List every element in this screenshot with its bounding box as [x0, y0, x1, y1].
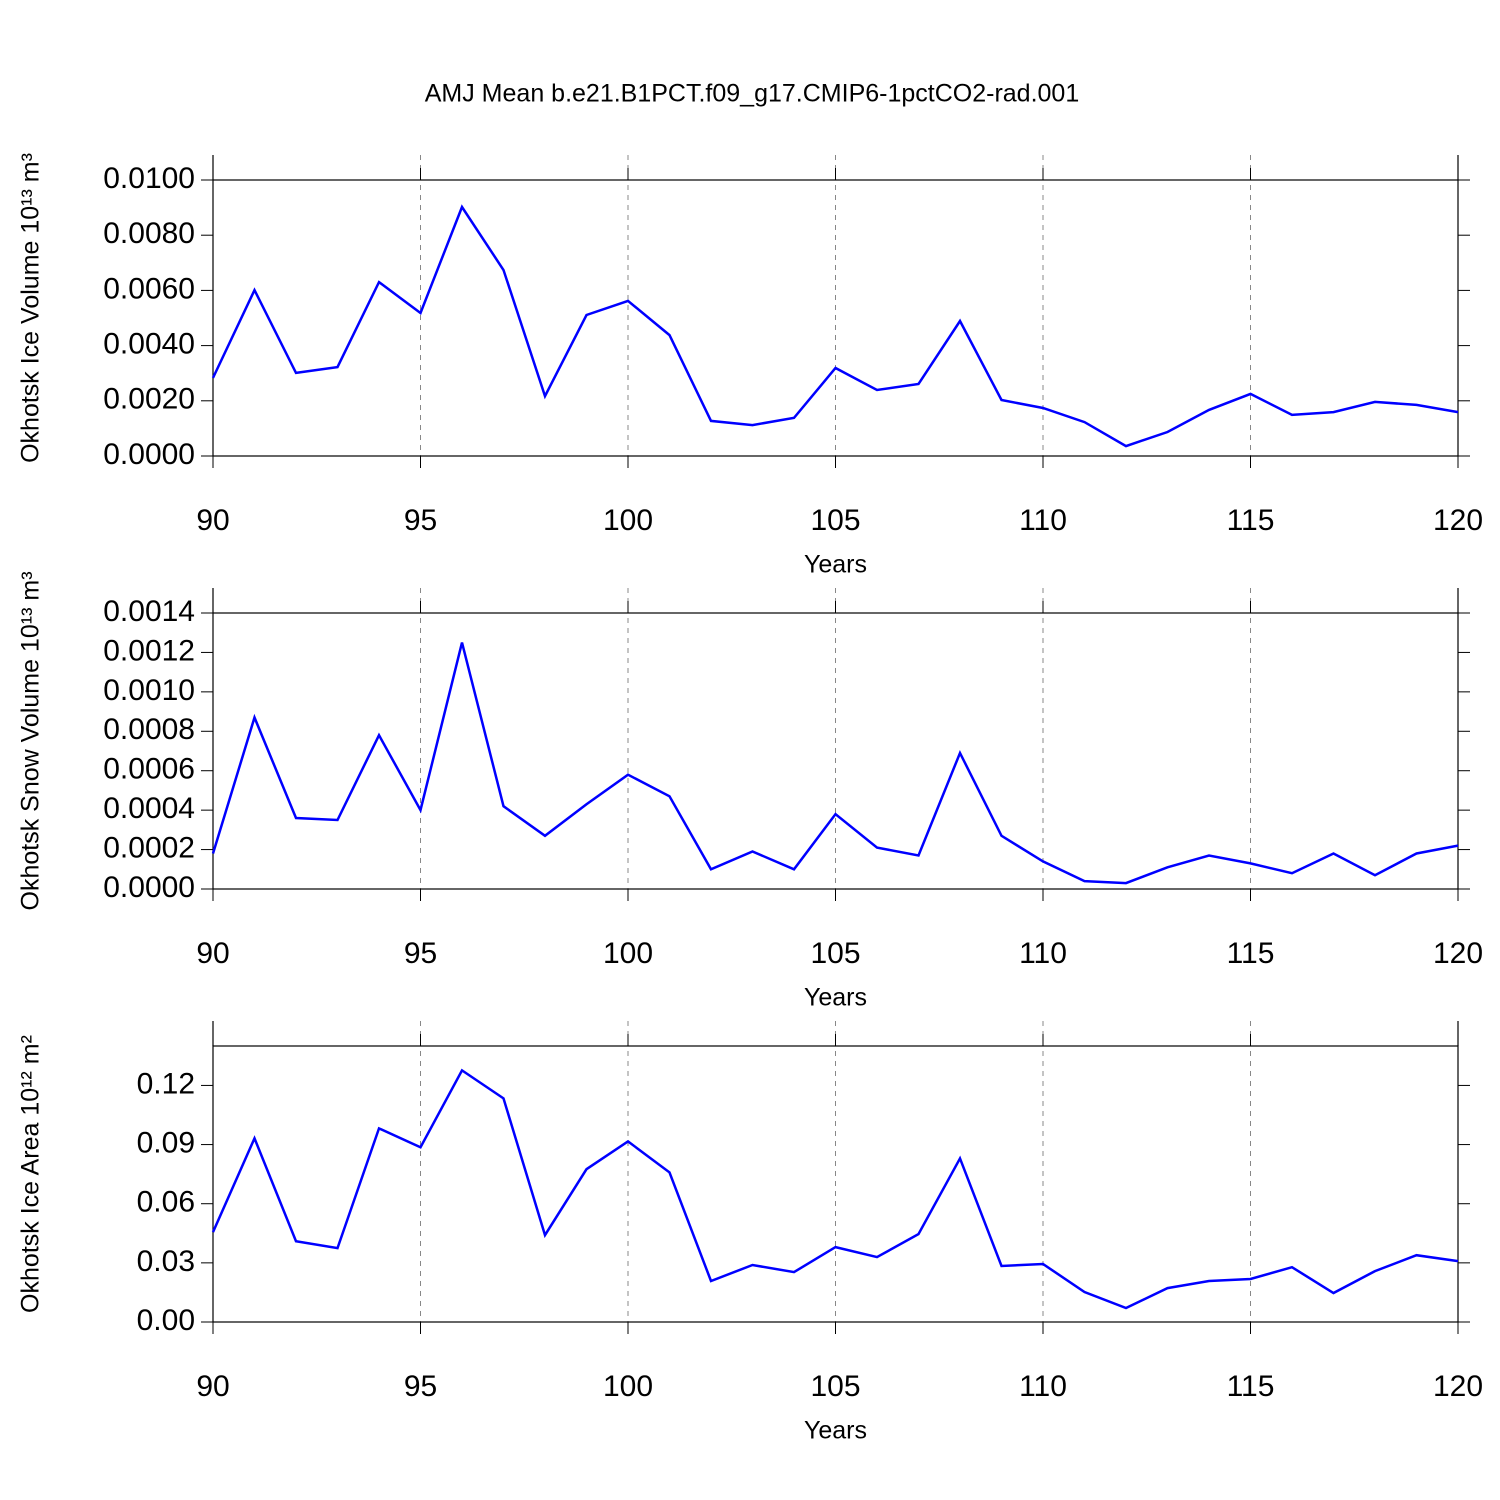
data-line	[211, 642, 1459, 885]
y-axis-title: Okhotsk Ice Area 10¹² m²	[17, 1035, 45, 1313]
y-tick-label: 0.0004	[103, 792, 195, 825]
x-tick-label: 115	[1227, 504, 1275, 537]
x-tick-label: 95	[404, 1370, 437, 1403]
data-line	[211, 204, 1459, 448]
x-tick-label: 120	[1433, 937, 1483, 970]
y-tick-label: 0.0006	[103, 753, 195, 786]
x-tick-label: 100	[603, 937, 653, 970]
y-tick-label: 0.0000	[103, 871, 195, 904]
y-tick-label: 0.0040	[103, 328, 195, 361]
y-tick-label: 0.0010	[103, 674, 195, 707]
y-axis-title: Okhotsk Ice Volume 10¹³ m³	[17, 153, 45, 463]
x-tick-label: 120	[1433, 1370, 1483, 1403]
y-tick-label: 0.0002	[103, 831, 195, 864]
x-tick-label: 100	[603, 504, 653, 537]
x-tick-label: 95	[404, 937, 437, 970]
x-tick-label: 90	[196, 504, 229, 537]
x-tick-label: 110	[1019, 1370, 1067, 1403]
chart-title: AMJ Mean b.e21.B1PCT.f09_g17.CMIP6-1pctC…	[425, 80, 1080, 108]
y-tick-label: 0.0020	[103, 383, 195, 416]
plot-frame	[212, 1045, 1459, 1323]
y-tick-label: 0.0000	[103, 438, 195, 471]
y-axis-title: Okhotsk Snow Volume 10¹³ m³	[17, 571, 45, 910]
x-tick-label: 90	[196, 1370, 229, 1403]
x-tick-label: 120	[1433, 504, 1483, 537]
y-tick-label: 0.09	[137, 1126, 195, 1159]
plot-frame	[212, 612, 1459, 890]
x-tick-label: 100	[603, 1370, 653, 1403]
data-line	[211, 1068, 1459, 1310]
x-tick-label: 105	[810, 504, 860, 537]
y-tick-label: 0.00	[137, 1304, 195, 1337]
x-tick-label: 110	[1019, 504, 1067, 537]
y-tick-label: 0.06	[137, 1186, 195, 1219]
x-tick-label: 110	[1019, 937, 1067, 970]
y-tick-label: 0.0012	[103, 634, 195, 667]
y-tick-label: 0.03	[137, 1245, 195, 1278]
x-tick-label: 95	[404, 504, 437, 537]
x-tick-label: 90	[196, 937, 229, 970]
y-tick-label: 0.0008	[103, 713, 195, 746]
y-tick-label: 0.0080	[103, 217, 195, 250]
y-tick-label: 0.0060	[103, 272, 195, 305]
x-axis-title: Years	[804, 551, 867, 579]
y-tick-label: 0.12	[137, 1067, 195, 1100]
y-tick-label: 0.0014	[103, 595, 195, 628]
x-axis-title: Years	[804, 984, 867, 1012]
x-tick-label: 115	[1227, 1370, 1275, 1403]
x-tick-label: 115	[1227, 937, 1275, 970]
x-tick-label: 105	[810, 937, 860, 970]
y-tick-label: 0.0100	[103, 162, 195, 195]
plot-frame	[212, 179, 1459, 457]
x-axis-title: Years	[804, 1417, 867, 1445]
x-tick-label: 105	[810, 1370, 860, 1403]
